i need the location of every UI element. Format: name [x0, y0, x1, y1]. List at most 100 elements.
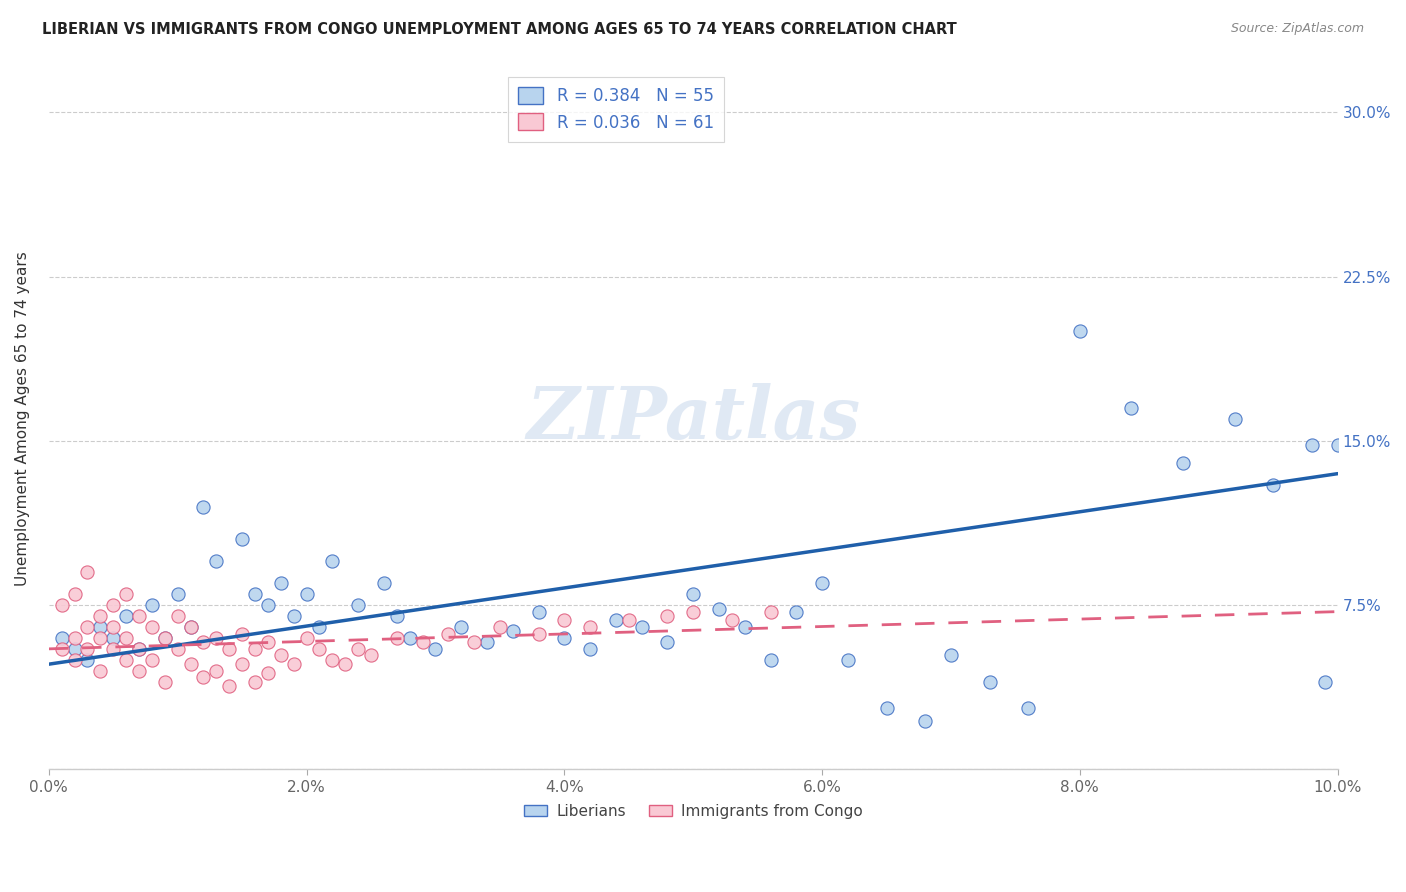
Point	[295, 587, 318, 601]
Point	[63, 631, 86, 645]
Point	[657, 635, 679, 649]
Point	[605, 614, 627, 628]
Point	[180, 657, 202, 672]
Point	[193, 500, 215, 514]
Point	[115, 587, 138, 601]
Point	[553, 614, 575, 628]
Point	[347, 598, 370, 612]
Point	[180, 620, 202, 634]
Point	[231, 657, 253, 672]
Point	[553, 631, 575, 645]
Point	[51, 631, 73, 645]
Point	[734, 620, 756, 634]
Point	[63, 653, 86, 667]
Point	[939, 648, 962, 663]
Point	[51, 598, 73, 612]
Point	[657, 609, 679, 624]
Point	[308, 641, 330, 656]
Point	[914, 714, 936, 728]
Point	[128, 609, 150, 624]
Point	[166, 587, 188, 601]
Point	[1313, 674, 1336, 689]
Point	[103, 631, 125, 645]
Point	[321, 554, 343, 568]
Legend: Liberians, Immigrants from Congo: Liberians, Immigrants from Congo	[517, 797, 869, 825]
Point	[759, 653, 782, 667]
Point	[243, 641, 266, 656]
Point	[153, 631, 176, 645]
Point	[257, 598, 280, 612]
Point	[89, 609, 111, 624]
Point	[103, 641, 125, 656]
Point	[295, 631, 318, 645]
Point	[76, 653, 98, 667]
Text: ZIPatlas: ZIPatlas	[526, 384, 860, 454]
Point	[682, 587, 704, 601]
Point	[205, 554, 228, 568]
Point	[270, 576, 292, 591]
Point	[617, 614, 640, 628]
Point	[89, 620, 111, 634]
Point	[630, 620, 652, 634]
Point	[89, 631, 111, 645]
Point	[1326, 438, 1348, 452]
Point	[1301, 438, 1323, 452]
Point	[180, 620, 202, 634]
Point	[115, 653, 138, 667]
Point	[89, 664, 111, 678]
Point	[811, 576, 834, 591]
Point	[218, 679, 240, 693]
Point	[308, 620, 330, 634]
Point	[360, 648, 382, 663]
Point	[412, 635, 434, 649]
Point	[1069, 324, 1091, 338]
Point	[128, 641, 150, 656]
Point	[979, 674, 1001, 689]
Point	[243, 587, 266, 601]
Point	[347, 641, 370, 656]
Point	[128, 641, 150, 656]
Point	[1171, 456, 1194, 470]
Point	[103, 620, 125, 634]
Point	[205, 664, 228, 678]
Point	[785, 605, 807, 619]
Point	[193, 670, 215, 684]
Point	[193, 635, 215, 649]
Point	[425, 641, 447, 656]
Point	[475, 635, 498, 649]
Point	[115, 609, 138, 624]
Point	[76, 641, 98, 656]
Point	[527, 626, 550, 640]
Point	[1223, 412, 1246, 426]
Point	[141, 620, 163, 634]
Point	[231, 533, 253, 547]
Point	[579, 641, 602, 656]
Point	[76, 565, 98, 579]
Point	[876, 701, 898, 715]
Point	[76, 620, 98, 634]
Point	[1017, 701, 1039, 715]
Point	[166, 609, 188, 624]
Point	[759, 605, 782, 619]
Point	[283, 609, 305, 624]
Point	[128, 664, 150, 678]
Point	[231, 626, 253, 640]
Point	[463, 635, 485, 649]
Point	[63, 641, 86, 656]
Point	[115, 631, 138, 645]
Point	[103, 598, 125, 612]
Point	[721, 614, 744, 628]
Point	[335, 657, 357, 672]
Point	[321, 653, 343, 667]
Point	[385, 631, 408, 645]
Point	[141, 598, 163, 612]
Point	[141, 653, 163, 667]
Point	[243, 674, 266, 689]
Point	[489, 620, 512, 634]
Point	[450, 620, 472, 634]
Point	[257, 635, 280, 649]
Point	[270, 648, 292, 663]
Point	[579, 620, 602, 634]
Point	[153, 631, 176, 645]
Point	[707, 602, 730, 616]
